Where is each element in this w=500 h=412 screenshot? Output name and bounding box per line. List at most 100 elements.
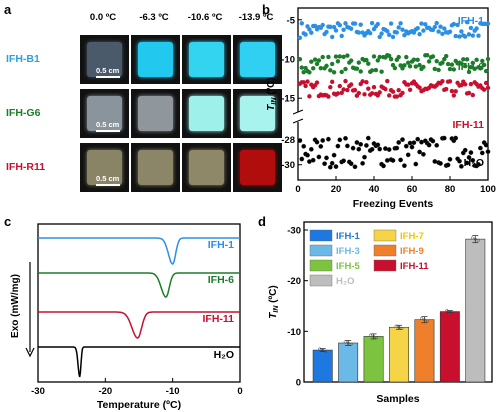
scatter-point: [479, 150, 485, 156]
bar: [414, 319, 435, 383]
scatter-point: [314, 61, 320, 67]
scatter-point: [341, 54, 346, 60]
scatter-point: [356, 30, 361, 35]
curve-label: IFH-11: [202, 313, 234, 325]
scatter-point: [485, 149, 491, 155]
sample-square: [138, 150, 173, 185]
y-axis-label: Exo (mW/mg): [10, 274, 21, 338]
scatter-point: [417, 62, 422, 68]
scatter-point: [425, 52, 430, 58]
scatter-point: [447, 156, 453, 162]
scatter-point: [360, 161, 365, 166]
scatter-point: [309, 59, 314, 64]
scatter-point: [402, 33, 407, 38]
plot-frame: [297, 7, 489, 181]
y-axis-label: TIN (ºC): [268, 285, 280, 318]
scatter-point: [447, 79, 453, 84]
scatter-point: [311, 66, 316, 71]
scatter-point: [483, 68, 489, 74]
scatter-point: [413, 64, 418, 69]
scatter-point: [432, 24, 437, 30]
sample-photo: 0.5 cm: [80, 143, 129, 192]
axis-break-mark: [292, 109, 304, 115]
scatter-point: [377, 90, 382, 95]
scatter-point: [400, 27, 405, 32]
scatter-point: [385, 78, 390, 84]
scatter-point: [423, 22, 428, 27]
scatter-point: [417, 149, 422, 155]
scatter-point: [316, 154, 322, 160]
x-tick-label: 100: [480, 184, 496, 195]
data-point: [473, 237, 477, 241]
scatter-point: [476, 33, 481, 38]
legend-swatch: [309, 244, 333, 257]
sample-photo: [131, 143, 180, 192]
scatter-point: [453, 33, 458, 39]
scatter-point: [396, 140, 402, 145]
scatter-point: [352, 164, 358, 170]
scatter-point: [457, 158, 462, 164]
scatter-point: [366, 61, 371, 66]
scatter-point: [444, 53, 449, 59]
scatter-point: [459, 82, 464, 88]
sample-photo: [131, 89, 180, 138]
curve-label: H₂O: [214, 349, 234, 361]
scatter-point: [482, 87, 487, 92]
scatter-point: [350, 145, 356, 151]
scatter-point: [464, 19, 470, 25]
scatter-point: [402, 163, 407, 169]
data-point: [349, 342, 353, 346]
scatter-point: [349, 58, 354, 63]
scatter-point: [398, 157, 403, 163]
scatter-point: [379, 69, 384, 74]
scatter-point: [339, 33, 344, 39]
scatter-point: [312, 57, 318, 62]
scatter-point: [398, 21, 403, 26]
scale-bar: [96, 130, 120, 132]
scatter-point: [407, 87, 413, 93]
scatter-point: [308, 146, 314, 152]
scatter-point: [371, 54, 377, 59]
scatter-point: [417, 85, 422, 90]
scatter-point: [362, 154, 367, 160]
series-label: H₂O: [464, 157, 484, 169]
bar: [312, 349, 333, 383]
scatter-point: [364, 143, 369, 148]
scatter-point: [421, 64, 426, 70]
x-tick-label: -20: [98, 386, 112, 397]
bar: [439, 311, 460, 383]
x-tick-label: 0: [295, 184, 300, 195]
scatter-point: [335, 91, 341, 96]
scatter-point: [478, 145, 483, 151]
scatter-point: [388, 21, 394, 26]
scatter-point: [320, 138, 326, 143]
scatter-point: [383, 86, 388, 92]
scatter-point: [480, 58, 485, 64]
x-tick-label: 80: [445, 184, 456, 195]
scatter-point: [356, 146, 362, 152]
scatter-point: [388, 56, 394, 62]
scatter-point: [364, 57, 369, 63]
panel-b-letter: b: [262, 2, 270, 17]
scatter-point: [371, 85, 377, 90]
scatter-point: [318, 66, 323, 71]
sample-square: [240, 96, 275, 131]
scatter-point: [434, 59, 439, 64]
scatter-point: [337, 137, 343, 143]
plot-frame: [37, 223, 241, 383]
scatter-point: [485, 21, 491, 26]
scatter-point: [339, 90, 344, 96]
scatter-point: [345, 87, 350, 93]
scatter-point: [345, 53, 350, 58]
scatter-point: [449, 88, 455, 94]
scatter-point: [375, 58, 380, 63]
data-point: [448, 310, 452, 314]
series-label: IFH-1: [458, 15, 484, 27]
panel-a-letter: a: [4, 2, 12, 17]
sample-photo: 0.5 cm: [80, 35, 129, 84]
scatter-point: [449, 62, 455, 67]
scatter-point: [445, 61, 451, 67]
scatter-point: [358, 22, 363, 27]
data-point: [321, 348, 325, 352]
data-point: [422, 318, 426, 322]
